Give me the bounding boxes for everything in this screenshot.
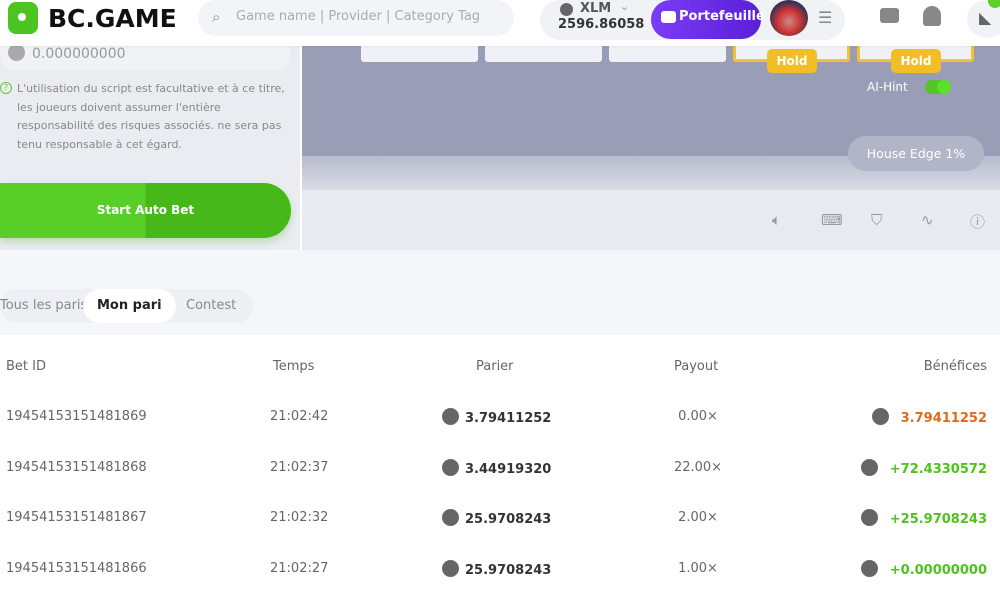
help-icon[interactable]: ? <box>0 82 12 94</box>
bet-time: 21:02:42 <box>270 409 329 424</box>
bet-time: 21:02:37 <box>270 459 329 475</box>
xlm-coin-icon <box>560 3 573 16</box>
bet-id[interactable]: 1945415315148186​9 <box>6 409 147 424</box>
card-slot[interactable] <box>609 46 726 62</box>
col-bet: Parier <box>476 359 514 374</box>
amount-value: 0.000000000 <box>32 46 126 62</box>
bet-payout: 1.00× <box>678 560 718 576</box>
ai-hint-toggle[interactable] <box>925 80 951 94</box>
bet-amount: 3.79411252 <box>442 408 551 426</box>
xlm-coin-icon <box>860 509 878 526</box>
bell-icon[interactable] <box>923 6 941 26</box>
currency-label: XLM <box>580 1 612 16</box>
col-bet-id: Bet ID <box>6 359 46 374</box>
xlm-coin-icon <box>442 458 459 476</box>
search-placeholder: Game name | Provider | Category Tag <box>236 9 481 24</box>
ai-hint-label: AI-Hint <box>867 80 908 94</box>
bets-section: Tous les paris Mon pari Contest <box>0 250 1000 335</box>
game-toolbar: 🔈︎ ⌨ ⛉ ∿ ⓘ <box>302 190 1000 250</box>
hold-badge[interactable]: Hold <box>767 49 817 73</box>
auto-bet-panel: 0.000000000 ? L'utilisation du script es… <box>0 36 300 250</box>
card-slot[interactable] <box>361 46 478 62</box>
xlm-coin-icon <box>442 559 459 577</box>
keyboard-icon[interactable]: ⌨ <box>821 211 843 229</box>
bet-profit: +25.9708243 <box>860 509 987 527</box>
col-time: Temps <box>273 359 315 374</box>
bet-profit: +0.00000000 <box>860 559 987 578</box>
xlm-coin-icon <box>442 408 459 425</box>
xlm-coin-icon <box>442 509 459 526</box>
card-slot[interactable] <box>485 46 602 62</box>
bet-id[interactable]: 19454153151481868 <box>6 459 147 475</box>
help-circle-icon[interactable]: ⓘ <box>970 213 986 231</box>
xlm-coin-icon <box>871 408 889 425</box>
logo-text[interactable]: BC.GAME <box>48 4 177 33</box>
chat-button[interactable]: ◣ <box>967 0 1000 38</box>
search-input[interactable]: ⌕ Game name | Provider | Category Tag <box>198 0 514 36</box>
tab-contest[interactable]: Contest <box>186 298 237 313</box>
house-edge-badge: House Edge 1% <box>848 136 984 171</box>
bet-amount: 3.44919320 <box>442 458 551 477</box>
bet-payout: 22.00× <box>673 459 723 475</box>
chevron-down-icon: ⌄ <box>620 0 630 13</box>
bets-tabs: Tous les paris Mon pari Contest <box>0 289 253 323</box>
wallet-icon <box>661 11 676 23</box>
hold-badge[interactable]: Hold <box>891 49 941 73</box>
bet-amount: 25.9708243 <box>442 559 551 578</box>
bet-payout: 0.00× <box>678 409 718 424</box>
col-profit: Bénéfices <box>923 359 987 374</box>
tab-all-bets[interactable]: Tous les paris <box>0 298 88 313</box>
search-icon: ⌕ <box>212 8 221 26</box>
bet-id[interactable]: 19454153151481866 <box>6 560 147 576</box>
wallet-button[interactable]: Portefeuille <box>651 0 765 39</box>
bet-profit: 3.79411252 <box>871 408 987 426</box>
script-disclaimer: L'utilisation du script est facultative … <box>17 82 285 151</box>
bet-id[interactable]: 19454153151481867 <box>6 510 147 525</box>
start-auto-bet-button[interactable]: Start Auto Bet <box>0 183 291 238</box>
wallet-label: Portefeuille <box>679 9 765 24</box>
top-header: BC.GAME ⌕ Game name | Provider | Categor… <box>0 0 1000 46</box>
bet-time: 21:02:32 <box>270 510 329 525</box>
bet-profit: +72.4330572 <box>860 458 987 477</box>
sound-icon[interactable]: 🔈︎ <box>772 211 782 229</box>
logo-icon[interactable] <box>8 2 38 34</box>
avatar[interactable] <box>770 0 808 36</box>
stats-icon[interactable]: ∿ <box>921 211 934 229</box>
col-payout: Payout <box>674 359 719 374</box>
tab-my-bets[interactable]: Mon pari <box>83 289 176 323</box>
fairness-icon[interactable]: ⛉ <box>871 211 883 229</box>
bet-amount: 25.9708243 <box>442 509 551 527</box>
xlm-coin-icon <box>860 458 878 476</box>
game-area: Hold Hold AI-Hint House Edge 1% <box>302 46 1000 190</box>
balance-value: 2596.86058 <box>558 17 645 32</box>
xlm-coin-icon <box>860 559 878 577</box>
bet-payout: 2.00× <box>678 510 718 525</box>
mail-icon[interactable] <box>880 8 899 23</box>
chat-icon: ◣ <box>979 8 992 27</box>
notification-badge <box>988 0 1000 8</box>
coin-icon <box>8 44 25 61</box>
menu-icon[interactable]: ☰ <box>818 8 833 27</box>
bet-time: 21:02:27 <box>270 560 329 576</box>
